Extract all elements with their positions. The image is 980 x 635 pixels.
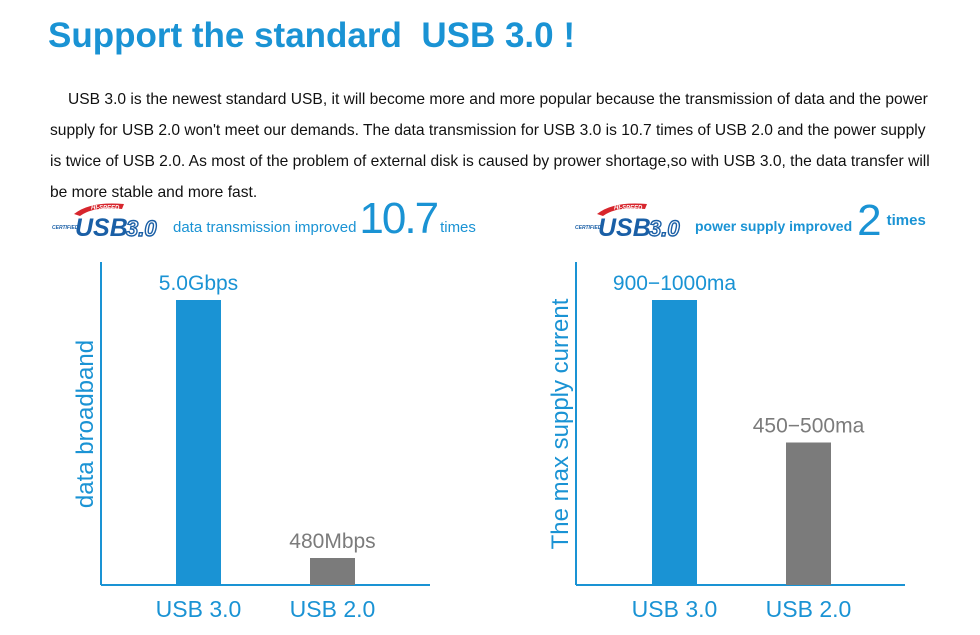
left-category-label: USB 2.0 [290, 596, 376, 622]
left-category-label: USB 3.0 [156, 596, 242, 622]
right-category-label: USB 2.0 [766, 596, 852, 622]
usb3-logo-graphic: HI-SPEED CERTIFIED USB 3.0 [575, 203, 681, 242]
usb3-logo-right: HI-SPEED CERTIFIED USB 3.0 [573, 200, 693, 242]
logo-hispeed-text: HI-SPEED [614, 206, 643, 212]
left-caption-prefix: data transmission improved [173, 219, 357, 236]
right-caption-prefix: power supply improved [695, 218, 853, 234]
right-value-label: 900−1000ma [613, 272, 737, 295]
left-bar-usb2 [310, 558, 355, 585]
left-value-label: 5.0Gbps [159, 272, 238, 295]
right-bar-usb3 [652, 300, 697, 585]
left-bar-usb3 [176, 300, 221, 585]
right-caption-number: 2 [857, 196, 882, 245]
right-value-label: 450−500ma [753, 415, 865, 438]
left-caption: data transmission improved 10.7 times [173, 197, 476, 241]
logo-certified-text: CERTIFIED [575, 225, 602, 231]
left-caption-number: 10.7 [359, 194, 439, 243]
page-title: Support the standard USB 3.0 ! [48, 16, 575, 55]
right-caption-suffix: times [886, 212, 926, 229]
right-y-axis-label: The max supply current [547, 298, 574, 549]
right-caption: power supply improved 2 times [695, 199, 926, 243]
logo-hispeed-text: HI-SPEED [91, 206, 120, 212]
right-category-label: USB 3.0 [632, 596, 718, 622]
intro-paragraph: USB 3.0 is the newest standard USB, it w… [50, 90, 930, 201]
usb3-logo-left: HI-SPEED CERTIFIED USB 3.0 [50, 200, 170, 242]
logo-usb-text: USB [598, 214, 651, 242]
logo-version-text: 3.0 [649, 216, 680, 241]
logo-certified-text: CERTIFIED [52, 225, 79, 231]
left-caption-suffix: times [440, 219, 476, 236]
logo-usb-text: USB [75, 214, 128, 242]
logo-version-text: 3.0 [126, 216, 157, 241]
left-value-label: 480Mbps [289, 530, 375, 553]
left-y-axis-label: data broadband [72, 340, 99, 508]
right-bar-usb2 [786, 442, 831, 585]
usb3-logo-graphic: HI-SPEED CERTIFIED USB 3.0 [52, 203, 158, 242]
